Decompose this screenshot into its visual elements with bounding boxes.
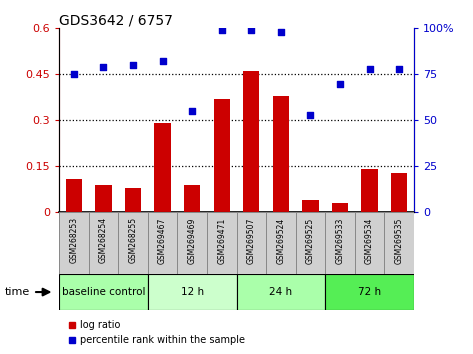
Text: GDS3642 / 6757: GDS3642 / 6757 bbox=[59, 13, 173, 27]
Bar bbox=[361, 170, 377, 212]
Bar bbox=[66, 179, 82, 212]
Text: GSM269533: GSM269533 bbox=[335, 217, 344, 264]
Point bbox=[188, 108, 196, 114]
Text: baseline control: baseline control bbox=[61, 287, 145, 297]
FancyBboxPatch shape bbox=[384, 212, 414, 274]
FancyBboxPatch shape bbox=[236, 212, 266, 274]
Text: GSM269507: GSM269507 bbox=[247, 217, 256, 264]
Legend: log ratio, percentile rank within the sample: log ratio, percentile rank within the sa… bbox=[64, 316, 248, 349]
Text: GSM269467: GSM269467 bbox=[158, 217, 167, 264]
Text: GSM268255: GSM268255 bbox=[129, 217, 138, 263]
FancyBboxPatch shape bbox=[89, 212, 118, 274]
FancyBboxPatch shape bbox=[177, 212, 207, 274]
Bar bbox=[391, 172, 407, 212]
Bar bbox=[155, 124, 171, 212]
Bar bbox=[59, 274, 148, 310]
Text: GSM269534: GSM269534 bbox=[365, 217, 374, 264]
Bar bbox=[96, 185, 112, 212]
Bar bbox=[332, 203, 348, 212]
Text: GSM269525: GSM269525 bbox=[306, 217, 315, 264]
Point bbox=[366, 66, 373, 72]
Text: GSM269469: GSM269469 bbox=[188, 217, 197, 264]
FancyBboxPatch shape bbox=[325, 212, 355, 274]
Point bbox=[129, 62, 137, 68]
Text: time: time bbox=[5, 287, 30, 297]
Bar bbox=[302, 200, 318, 212]
Bar bbox=[325, 274, 414, 310]
Text: GSM269524: GSM269524 bbox=[276, 217, 285, 264]
FancyBboxPatch shape bbox=[207, 212, 236, 274]
Point bbox=[395, 66, 403, 72]
Point bbox=[159, 59, 166, 64]
Text: 12 h: 12 h bbox=[181, 287, 204, 297]
Point bbox=[277, 29, 285, 35]
Point bbox=[70, 72, 78, 77]
Text: GSM268253: GSM268253 bbox=[70, 217, 79, 263]
Bar bbox=[236, 274, 325, 310]
Bar bbox=[125, 188, 141, 212]
Point bbox=[307, 112, 314, 118]
FancyBboxPatch shape bbox=[118, 212, 148, 274]
FancyBboxPatch shape bbox=[296, 212, 325, 274]
FancyBboxPatch shape bbox=[266, 212, 296, 274]
Bar bbox=[184, 185, 200, 212]
Bar bbox=[214, 99, 230, 212]
FancyBboxPatch shape bbox=[148, 212, 177, 274]
Point bbox=[336, 81, 344, 86]
Bar bbox=[243, 71, 259, 212]
Point bbox=[218, 27, 226, 33]
Bar bbox=[273, 96, 289, 212]
Text: 72 h: 72 h bbox=[358, 287, 381, 297]
Text: GSM268254: GSM268254 bbox=[99, 217, 108, 263]
Text: GSM269471: GSM269471 bbox=[217, 217, 226, 264]
FancyBboxPatch shape bbox=[59, 212, 89, 274]
Text: GSM269535: GSM269535 bbox=[394, 217, 403, 264]
Point bbox=[247, 27, 255, 33]
Bar bbox=[148, 274, 236, 310]
Text: 24 h: 24 h bbox=[269, 287, 292, 297]
Point bbox=[100, 64, 107, 70]
FancyBboxPatch shape bbox=[355, 212, 384, 274]
